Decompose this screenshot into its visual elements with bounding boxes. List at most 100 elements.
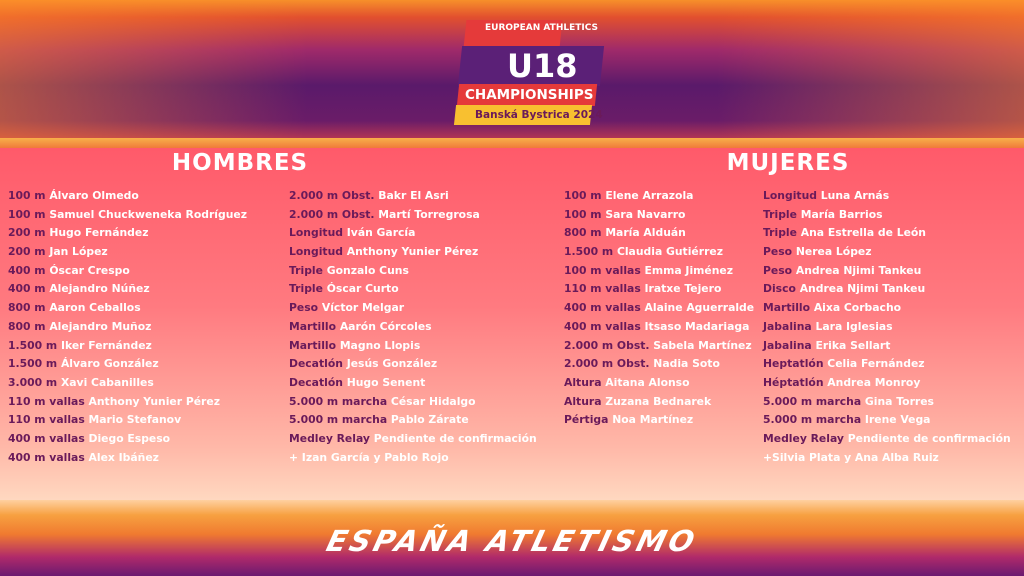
footer-band xyxy=(0,500,1024,576)
list-item: +Silvia Plata y Ana Alba Ruiz xyxy=(763,449,1011,468)
athlete-name: Ana Estrella de León xyxy=(800,226,926,240)
athlete-name: Anthony Yunier Pérez xyxy=(346,245,479,259)
list-item: 2.000 m Obst. Bakr El Asri xyxy=(289,187,537,206)
athlete-name: Andrea Monroy xyxy=(827,375,921,389)
athlete-name: Aixa Corbacho xyxy=(813,301,902,315)
event-label: Decatlón xyxy=(289,357,343,371)
event-label: 400 m vallas xyxy=(564,301,641,315)
list-item: Altura Aitana Alonso xyxy=(564,374,754,393)
athlete-name: Elene Arrazola xyxy=(605,189,694,202)
list-item: 100 m Samuel Chuckweneka Rodríguez xyxy=(8,206,247,225)
list-item: + Izan García y Pablo Rojo xyxy=(289,449,537,468)
event-label: Triple xyxy=(289,282,323,296)
event-label: Martillo xyxy=(289,319,337,333)
athlete-name: Alejandro Muñoz xyxy=(49,319,152,333)
event-label: 3.000 m xyxy=(8,375,58,389)
event-label: 5.000 m marcha xyxy=(763,394,862,408)
logo-title: U18 xyxy=(507,47,578,85)
list-item: Longitud Luna Arnás xyxy=(763,187,1011,206)
event-label: 400 m vallas xyxy=(564,319,641,333)
event-label: Martillo xyxy=(763,301,811,315)
event-label: 5.000 m marcha xyxy=(289,394,388,408)
list-item: Martillo Aarón Córcoles xyxy=(289,318,537,337)
list-item: Heptatlón Celia Fernández xyxy=(763,355,1011,374)
athlete-name: Aaron Ceballos xyxy=(49,301,141,315)
logo-org: EUROPEAN ATHLETICS xyxy=(485,23,598,33)
athlete-name: Anthony Yunier Pérez xyxy=(88,394,220,408)
event-label: 110 m vallas xyxy=(8,413,85,427)
event-label: 800 m xyxy=(8,301,46,315)
divider xyxy=(0,138,1024,148)
event-label: Altura xyxy=(564,394,602,408)
athlete-name: Álvaro Olmedo xyxy=(49,189,139,202)
list-item: 200 m Hugo Fernández xyxy=(8,224,247,243)
athlete-name: Erika Sellart xyxy=(815,338,891,352)
content-area xyxy=(0,148,1024,500)
event-label: 200 m xyxy=(8,245,46,259)
athlete-name: Nadia Soto xyxy=(653,357,720,371)
list-item: Medley Relay Pendiente de confirmación xyxy=(763,430,1011,449)
athlete-name: Gonzalo Cuns xyxy=(326,263,409,277)
athlete-name: Emma Jiménez xyxy=(644,263,734,277)
list-item: 400 m vallas Diego Espeso xyxy=(8,430,247,449)
men-heading: HOMBRES xyxy=(171,150,309,176)
list-item: Decatlón Jesús González xyxy=(289,355,537,374)
event-label: 100 m xyxy=(8,189,46,202)
list-item: 100 m Elene Arrazola xyxy=(564,187,754,206)
athlete-name: Hugo Senent xyxy=(346,375,426,389)
event-label: Medley Relay xyxy=(289,431,370,445)
list-item: 2.000 m Obst. Martí Torregrosa xyxy=(289,206,537,225)
list-item: 800 m Alejandro Muñoz xyxy=(8,318,247,337)
list-item: 200 m Jan López xyxy=(8,243,247,262)
list-item: Longitud Anthony Yunier Pérez xyxy=(289,243,537,262)
athlete-name: Aarón Córcoles xyxy=(339,319,432,333)
event-label: 100 m xyxy=(8,207,46,221)
athlete-name: Jan López xyxy=(49,245,108,259)
athlete-name: Iker Fernández xyxy=(60,338,152,352)
list-item: 2.000 m Obst. Nadia Soto xyxy=(564,355,754,374)
event-label: 100 m xyxy=(564,207,602,221)
event-label: Triple xyxy=(289,263,323,277)
athlete-name: Luna Arnás xyxy=(820,189,890,202)
athlete-name: Aitana Alonso xyxy=(605,375,690,389)
athlete-name: Alejandro Núñez xyxy=(49,282,150,296)
event-label: Longitud xyxy=(289,245,343,259)
list-item: Peso Víctor Melgar xyxy=(289,299,537,318)
list-item: Martillo Aixa Corbacho xyxy=(763,299,1011,318)
men-list-1: 100 m Álvaro Olmedo 100 m Samuel Chuckwen… xyxy=(8,187,247,467)
athlete-name: Víctor Melgar xyxy=(321,301,405,315)
event-label: 400 m vallas xyxy=(8,450,85,464)
list-item: 2.000 m Obst. Sabela Martínez xyxy=(564,337,754,356)
list-item: 100 m Álvaro Olmedo xyxy=(8,187,247,206)
list-item: Triple María Barrios xyxy=(763,206,1011,225)
list-item: Triple Ana Estrella de León xyxy=(763,224,1011,243)
list-item: 100 m Sara Navarro xyxy=(564,206,754,225)
athlete-name: Óscar Curto xyxy=(326,282,399,296)
list-item: 100 m vallas Emma Jiménez xyxy=(564,262,754,281)
list-item: 400 m Óscar Crespo xyxy=(8,262,247,281)
event-label: Triple xyxy=(763,207,797,221)
women-heading: MUJERES xyxy=(726,150,850,176)
athlete-name: Andrea Njimi Tankeu xyxy=(795,263,922,277)
event-label: 5.000 m marcha xyxy=(289,413,388,427)
athlete-name: Bakr El Asri xyxy=(378,189,449,202)
list-item: 800 m Aaron Ceballos xyxy=(8,299,247,318)
women-list-2: Longitud Luna Arnás Triple María Barrios T… xyxy=(763,187,1011,467)
athlete-name: Pablo Zárate xyxy=(390,413,469,427)
athlete-name: César Hidalgo xyxy=(390,394,476,408)
athlete-name: Nerea López xyxy=(795,245,872,259)
list-item: Triple Óscar Curto xyxy=(289,280,537,299)
event-label: 800 m xyxy=(8,319,46,333)
athlete-name: Óscar Crespo xyxy=(49,263,130,277)
list-item: Altura Zuzana Bednarek xyxy=(564,393,754,412)
athlete-name: Hugo Fernández xyxy=(49,226,149,240)
event-label: 800 m xyxy=(564,226,602,240)
athlete-name: Mario Stefanov xyxy=(88,413,182,427)
event-label: Pértiga xyxy=(564,413,609,427)
list-item: Peso Andrea Njimi Tankeu xyxy=(763,262,1011,281)
event-label: 400 m xyxy=(8,263,46,277)
event-label: Jabalina xyxy=(763,319,812,333)
athlete-name: Lara Iglesias xyxy=(815,319,893,333)
athlete-name: Sara Navarro xyxy=(605,207,686,221)
list-item: Jabalina Lara Iglesias xyxy=(763,318,1011,337)
